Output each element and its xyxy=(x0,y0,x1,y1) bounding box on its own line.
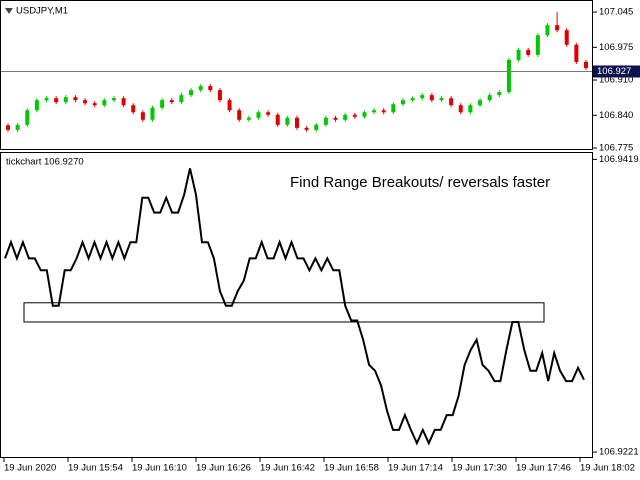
tick-chart-title: tickchart 106.9270 xyxy=(6,157,84,168)
annotation: Find Range Breakouts/ reversals faster xyxy=(290,174,550,191)
candle-body xyxy=(237,110,242,120)
candle-body xyxy=(535,35,540,55)
x-tick-label: 19 Jun 17:46 xyxy=(516,463,571,474)
y-tick-label: 107.045 xyxy=(599,7,633,18)
candle-body xyxy=(487,95,492,101)
price-chart-title: USDJPY,M1 xyxy=(16,6,68,17)
symbol-menu-icon[interactable] xyxy=(5,8,13,14)
candle-body xyxy=(285,117,290,125)
candle-body xyxy=(15,124,20,130)
y-tick-label: 106.9419 xyxy=(599,154,639,165)
candle-body xyxy=(468,105,473,113)
candle-body xyxy=(198,86,203,91)
candle-body xyxy=(6,125,10,130)
current-price-label: 106.927 xyxy=(597,66,631,77)
candle-body xyxy=(275,114,280,125)
candle-body xyxy=(102,100,107,106)
candle-body xyxy=(189,90,194,96)
candle-body xyxy=(314,124,319,130)
candle-body xyxy=(497,92,502,96)
candle-body xyxy=(352,114,357,117)
candle-body xyxy=(83,100,88,104)
candle-body xyxy=(333,117,338,120)
candle-body xyxy=(410,98,415,101)
x-tick-label: 19 Jun 16:42 xyxy=(260,463,315,474)
candle-body xyxy=(54,98,59,103)
x-tick-label: 19 Jun 18:02 xyxy=(580,463,635,474)
x-tick-label: 19 Jun 17:14 xyxy=(388,463,443,474)
candle-body xyxy=(400,100,405,105)
candle-body xyxy=(304,127,309,130)
candle-body xyxy=(439,98,444,101)
x-tick-label: 19 Jun 2020 xyxy=(4,463,56,474)
candle-body xyxy=(227,100,232,111)
candle-body xyxy=(391,104,396,113)
candle-body xyxy=(179,95,184,103)
candle-body xyxy=(516,49,521,60)
tick-pane-frame xyxy=(0,152,593,458)
candle-body xyxy=(246,117,251,120)
candle-body xyxy=(420,95,425,99)
candle-body xyxy=(584,61,588,68)
y-tick-label: 106.910 xyxy=(599,75,633,86)
y-tick-label: 106.9221 xyxy=(599,447,639,458)
candle-body xyxy=(150,107,155,120)
candle-body xyxy=(266,112,271,115)
range-box xyxy=(23,302,545,323)
candle-body xyxy=(131,105,136,113)
candle-body xyxy=(169,100,174,103)
x-tick-label: 19 Jun 16:58 xyxy=(324,463,379,474)
price-pane-frame xyxy=(0,0,593,150)
candle-body xyxy=(343,114,348,120)
candle-body xyxy=(25,110,30,125)
candle-body xyxy=(295,117,299,128)
x-tick-label: 19 Jun 15:54 xyxy=(68,463,123,474)
x-tick-label: 19 Jun 17:30 xyxy=(452,463,507,474)
candle-body xyxy=(478,100,483,106)
candle-body xyxy=(449,98,454,106)
candle-body xyxy=(73,97,78,101)
candle-body xyxy=(160,100,165,108)
y-tick-label: 106.840 xyxy=(599,110,633,121)
candle-body xyxy=(63,97,68,103)
candle-body xyxy=(44,98,49,101)
current-price-box xyxy=(593,65,640,78)
y-tick-label: 106.775 xyxy=(599,143,633,154)
candle-body xyxy=(372,110,377,113)
tick-line xyxy=(4,168,585,446)
x-tick-label: 19 Jun 16:10 xyxy=(132,463,187,474)
y-tick-label: 106.975 xyxy=(599,42,633,53)
candle-body xyxy=(526,49,531,55)
candle-body xyxy=(34,100,39,111)
candle-body xyxy=(92,103,97,106)
candle-body xyxy=(555,25,560,31)
candle-body xyxy=(256,112,261,118)
candle-body xyxy=(574,44,579,62)
candle-body xyxy=(458,105,463,113)
x-tick-label: 19 Jun 16:26 xyxy=(196,463,251,474)
candle-body xyxy=(545,25,550,36)
candle-body xyxy=(429,95,434,101)
candle-body xyxy=(506,59,511,93)
candle-body xyxy=(121,98,126,106)
candle-body xyxy=(111,98,116,101)
candle-body xyxy=(323,117,328,125)
candle-body xyxy=(208,86,213,91)
candle-body xyxy=(564,30,569,45)
candle-body xyxy=(381,110,386,113)
candle-body xyxy=(362,112,367,117)
candle-body xyxy=(217,90,222,101)
candle-body xyxy=(140,112,145,120)
